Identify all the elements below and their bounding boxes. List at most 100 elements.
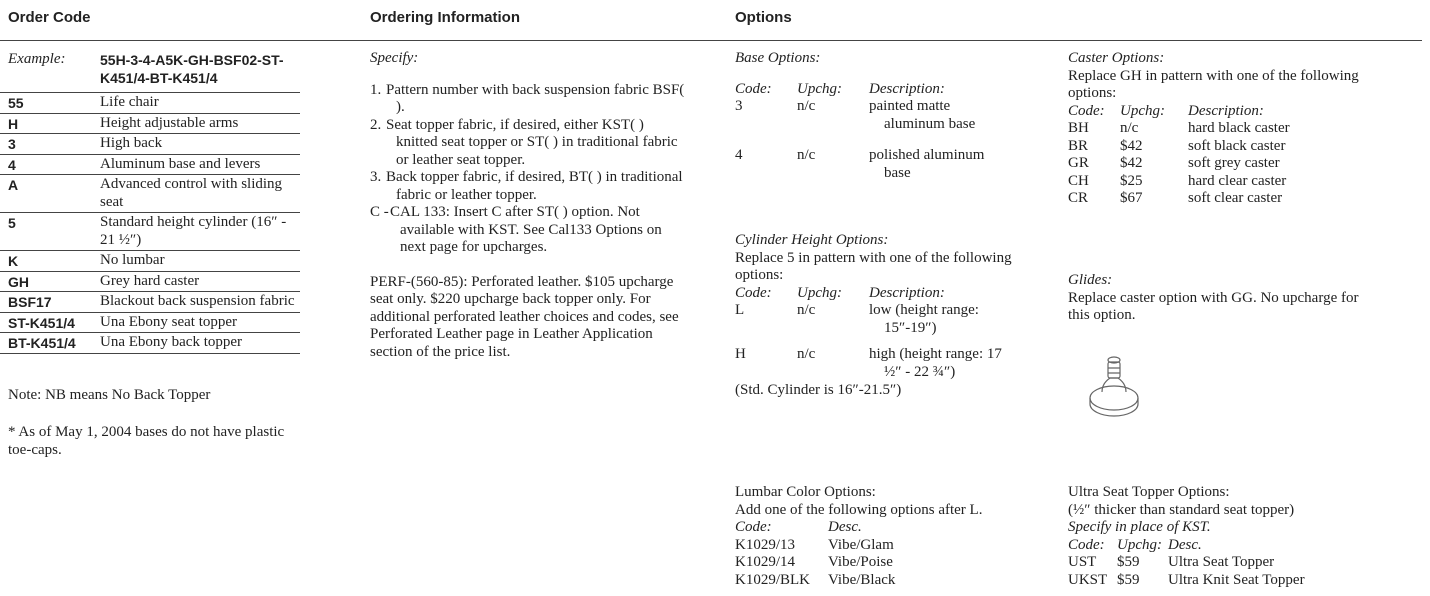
code: CH <box>1068 172 1089 189</box>
section-intro: (½″ thicker than standard seat topper) <box>1068 501 1295 518</box>
upcharge: n/c <box>797 98 816 114</box>
order-code-row: 4 Aluminum base and levers <box>0 155 300 175</box>
code: BT-K451/4 <box>8 335 76 351</box>
column-header: Desc. <box>1168 536 1202 553</box>
example-code: 55H-3-4-A5K-GH-BSF02-ST-K451/4-BT-K451/4 <box>100 52 284 86</box>
order-code-row: 55 Life chair <box>0 93 300 114</box>
column-header: Description: <box>869 80 945 97</box>
code: H <box>735 346 746 362</box>
section-intro: Replace 5 in pattern with one of the fol… <box>735 249 1012 284</box>
column-header: Upchg: <box>797 80 842 97</box>
description: Ultra Seat Topper <box>1168 554 1275 570</box>
item-text: Back topper fabric, if desired, BT( ) in… <box>386 169 683 203</box>
code: 3 <box>735 98 743 114</box>
order-code-row: H Height adjustable arms <box>0 114 300 134</box>
code: CR <box>1068 190 1089 206</box>
column-header: Options <box>735 9 792 26</box>
order-code-row: BT-K451/4 Una Ebony back topper <box>0 333 300 354</box>
description: soft clear caster <box>1188 190 1283 206</box>
description: Aluminum base and levers <box>100 155 261 172</box>
upcharge: $67 <box>1120 190 1143 206</box>
specify-heading: Specify: <box>370 50 419 66</box>
code: UKST <box>1068 571 1108 588</box>
order-code-row: A Advanced control with sliding seat <box>0 175 300 213</box>
description: Standard height cylinder (16″ - 21 ½″) <box>100 214 287 248</box>
upcharge: $59 <box>1117 554 1140 570</box>
section-title: Base Options: <box>735 50 821 66</box>
description: low (height range: 15″-19″) <box>869 302 979 336</box>
column-header: Code: <box>1068 536 1105 553</box>
list-item: 1. Pattern number with back suspension fa… <box>370 82 688 117</box>
section-title: Caster Options: <box>1068 50 1165 66</box>
code: BR <box>1068 137 1089 154</box>
description: soft black caster <box>1188 137 1286 154</box>
code: 3 <box>8 136 16 152</box>
section-note: (Std. Cylinder is 16″-21.5″) <box>735 382 902 398</box>
code: UST <box>1068 554 1097 570</box>
upcharge: $59 <box>1117 571 1140 588</box>
description: Vibe/Glam <box>828 536 894 553</box>
base-options: Base Options: Code: Upchg: Description: 3 n/c… <box>735 50 1055 196</box>
ultra-options: Ultra Seat Topper Options: (½″ thicker th… <box>1068 484 1408 589</box>
list-item: C - CAL 133: Insert C after ST( ) option.… <box>370 204 688 257</box>
description: Advanced control with sliding seat <box>100 176 283 210</box>
options-table: Code: Upchg: Description: 3 n/c painted matte… <box>735 81 1055 197</box>
description: Una Ebony seat topper <box>100 313 238 330</box>
section-intro: Add one of the following options after L… <box>735 501 983 518</box>
code: BH <box>1068 120 1089 136</box>
header-rule <box>0 40 1422 41</box>
upcharge: n/c <box>1120 120 1139 136</box>
column-header: Ordering Information <box>370 9 520 26</box>
description: Blackout back suspension fabric <box>100 293 295 309</box>
caster-options: Caster Options: Replace GH in pattern wit… <box>1068 50 1368 208</box>
order-code-row: ST-K451/4 Una Ebony seat topper <box>0 313 300 333</box>
description: Una Ebony back topper <box>100 334 243 350</box>
glides: Glides: Replace caster option with GG. No… <box>1068 272 1368 325</box>
code: 5 <box>8 215 16 231</box>
description: Vibe/Black <box>828 571 896 588</box>
order-code-row: 3 High back <box>0 134 300 155</box>
description: Height adjustable arms <box>100 114 239 131</box>
description: Vibe/Poise <box>828 554 893 570</box>
column-header: Order Code <box>8 9 91 26</box>
code: H <box>8 115 19 132</box>
column-header: Description: <box>1188 102 1264 119</box>
code: K1029/13 <box>735 536 795 553</box>
upcharge: n/c <box>797 147 816 163</box>
section-title: Lumbar Color Options: <box>735 484 876 500</box>
column-header: Upchg: <box>1117 536 1162 553</box>
order-code-row: K No lumbar <box>0 251 300 272</box>
description: hard black caster <box>1188 120 1290 136</box>
description: hard clear caster <box>1188 172 1287 189</box>
upcharge: $42 <box>1120 155 1143 171</box>
description: Grey hard caster <box>100 272 200 289</box>
code: BSF17 <box>8 294 52 310</box>
section-intro: Replace GH in pattern with one of the fo… <box>1068 67 1359 102</box>
marker: 1. <box>370 81 382 98</box>
options-table: Code: Upchg: Description: BH n/c hard black c… <box>1068 103 1368 208</box>
column-header: Code: <box>735 80 772 97</box>
list-item: 3. Back topper fabric, if desired, BT( ) … <box>370 169 688 204</box>
marker: C - <box>370 204 389 220</box>
description: painted matte aluminum base <box>869 98 976 132</box>
list-item: 2. Seat topper fabric, if desired, either… <box>370 117 688 170</box>
perf-text: PERF-(560-85): Perforated leather. $105 … <box>370 273 679 360</box>
description: No lumbar <box>100 252 165 268</box>
code: GR <box>1068 155 1089 171</box>
ordering-info: Specify: 1. Pattern number with back susp… <box>370 50 688 361</box>
code: K <box>8 253 19 269</box>
upcharge: $25 <box>1120 172 1143 189</box>
section-title: Cylinder Height Options: <box>735 232 889 248</box>
note: Note: NB means No Back Topper <box>8 387 211 403</box>
marker: 3. <box>370 169 382 185</box>
description: high (height range: 17 ½″ - 22 ¾″) <box>869 346 1002 380</box>
column-header: Description: <box>869 284 945 301</box>
description: Ultra Knit Seat Topper <box>1168 571 1305 588</box>
example-label: Example: <box>8 51 66 67</box>
cylinder-options: Cylinder Height Options: Replace 5 in pat… <box>735 232 1035 400</box>
description: High back <box>100 135 163 151</box>
description: Life chair <box>100 94 159 110</box>
code: K1029/BLK <box>735 571 810 588</box>
upcharge: n/c <box>797 302 816 318</box>
